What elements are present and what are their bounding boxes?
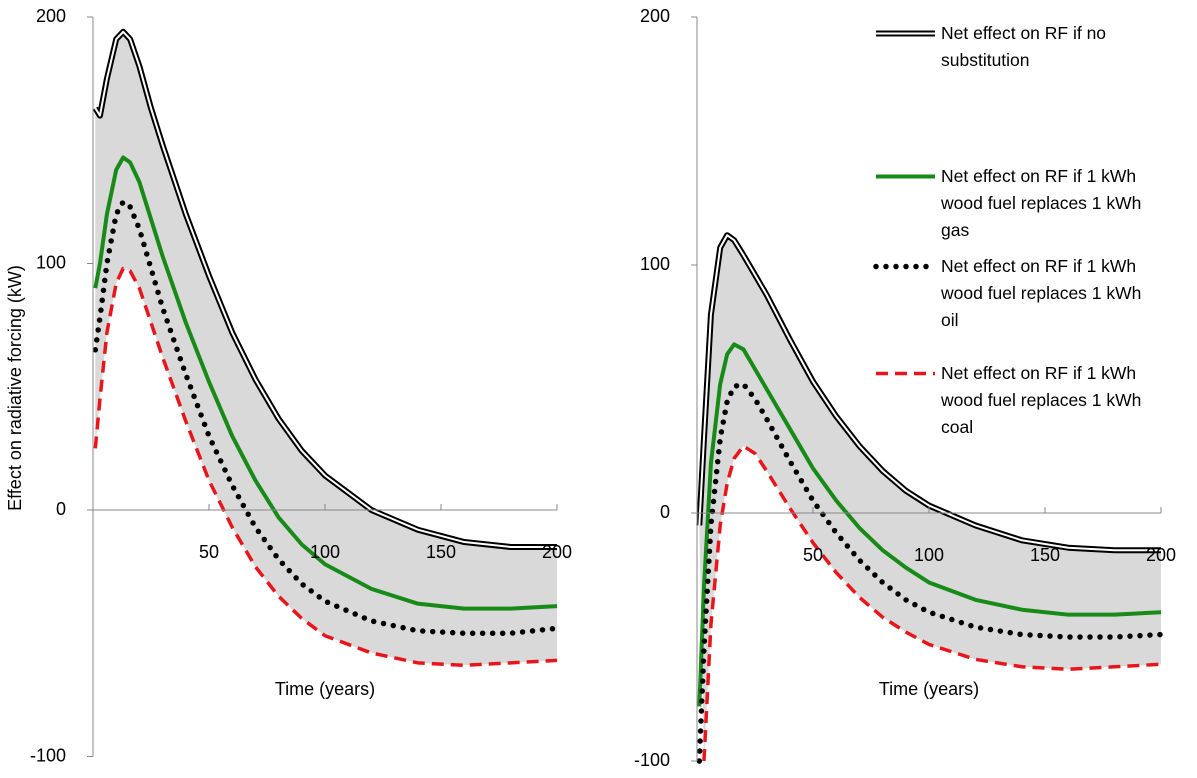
legend-entry: Net effect on RF if 1 kWh wood fuel repl… (873, 163, 1156, 244)
x-axis-label: Time (years) (879, 679, 979, 699)
x-tick-label: 200 (1146, 545, 1176, 565)
y-tick-label: 100 (640, 254, 670, 274)
x-tick-label: 50 (199, 542, 219, 562)
y-axis-label: Effect on radiative forcing (kW) (5, 265, 25, 511)
legend-entry: Net effect on RF if 1 kWh wood fuel repl… (873, 360, 1156, 441)
y-tick-label: -100 (30, 745, 66, 765)
series-line (93, 155, 558, 611)
legend-label: Net effect on RF if 1 kWh wood fuel repl… (941, 256, 1142, 330)
series-line (697, 342, 1162, 707)
fill-band (699, 235, 1161, 762)
series-line-inner (698, 234, 1161, 552)
legend-entry: Net effect on RF if 1 kWh wood fuel repl… (873, 253, 1156, 334)
x-axis-label: Time (years) (275, 679, 375, 699)
series-line (92, 199, 560, 636)
y-tick-label: 200 (36, 6, 66, 26)
series-line (702, 444, 1162, 762)
x-tick-label: 100 (914, 545, 944, 565)
legend-label: Net effect on RF if 1 kWh wood fuel repl… (941, 166, 1142, 240)
fill-band (95, 31, 557, 666)
y-tick-label: 100 (36, 252, 66, 272)
legend-swatch (873, 263, 937, 270)
x-tick-label: 150 (1030, 545, 1060, 565)
legend-swatch (876, 30, 935, 37)
y-tick-label: 0 (56, 499, 66, 519)
x-tick-label: 150 (426, 542, 456, 562)
x-tick-label: 200 (542, 542, 572, 562)
legend-swatch (876, 174, 935, 179)
legend-entry: Net effect on RF if no substitution (873, 20, 1156, 74)
legend-label: Net effect on RF if no substitution (941, 23, 1107, 70)
series-line (93, 266, 558, 668)
series-line-inner (94, 30, 557, 548)
y-tick-label: 0 (660, 502, 670, 522)
legend-swatch (876, 371, 935, 376)
legend-label: Net effect on RF if 1 kWh wood fuel repl… (941, 363, 1142, 437)
x-tick-label: 50 (803, 545, 823, 565)
y-tick-label: -100 (634, 750, 670, 770)
y-tick-label: 200 (640, 6, 670, 26)
x-tick-label: 100 (310, 542, 340, 562)
